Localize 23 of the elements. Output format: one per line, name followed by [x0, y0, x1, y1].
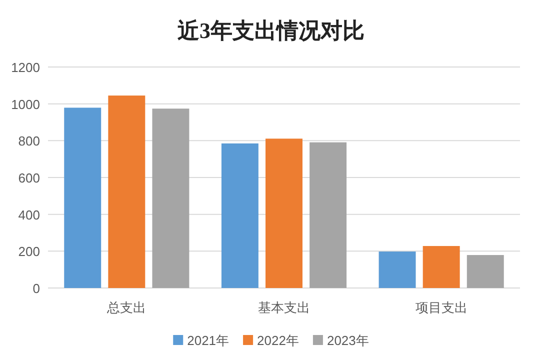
y-tick-label: 1200: [11, 60, 40, 75]
bar: [152, 108, 190, 288]
chart-title: 近3年支出情况对比: [176, 18, 364, 43]
y-tick-label: 0: [32, 281, 40, 296]
bar: [108, 96, 146, 288]
bar: [221, 143, 258, 288]
legend-label: 2022年: [257, 333, 299, 348]
y-tick-label: 600: [18, 170, 40, 186]
bar: [266, 138, 302, 288]
y-tick-label: 400: [18, 207, 40, 222]
bar: [422, 246, 460, 288]
bar: [64, 108, 102, 288]
x-tick-label: 总支出: [106, 300, 146, 315]
bar: [378, 252, 416, 288]
bar: [310, 142, 347, 288]
y-tick-label: 200: [18, 244, 40, 260]
x-tick-label: 基本支出: [258, 300, 310, 315]
legend-label: 2021年: [187, 333, 230, 348]
y-tick-label: 800: [18, 134, 40, 149]
x-tick-label: 项目支出: [415, 300, 468, 315]
legend-label: 2023年: [326, 333, 369, 348]
bar: [466, 255, 504, 288]
y-tick-label: 1000: [11, 96, 40, 112]
